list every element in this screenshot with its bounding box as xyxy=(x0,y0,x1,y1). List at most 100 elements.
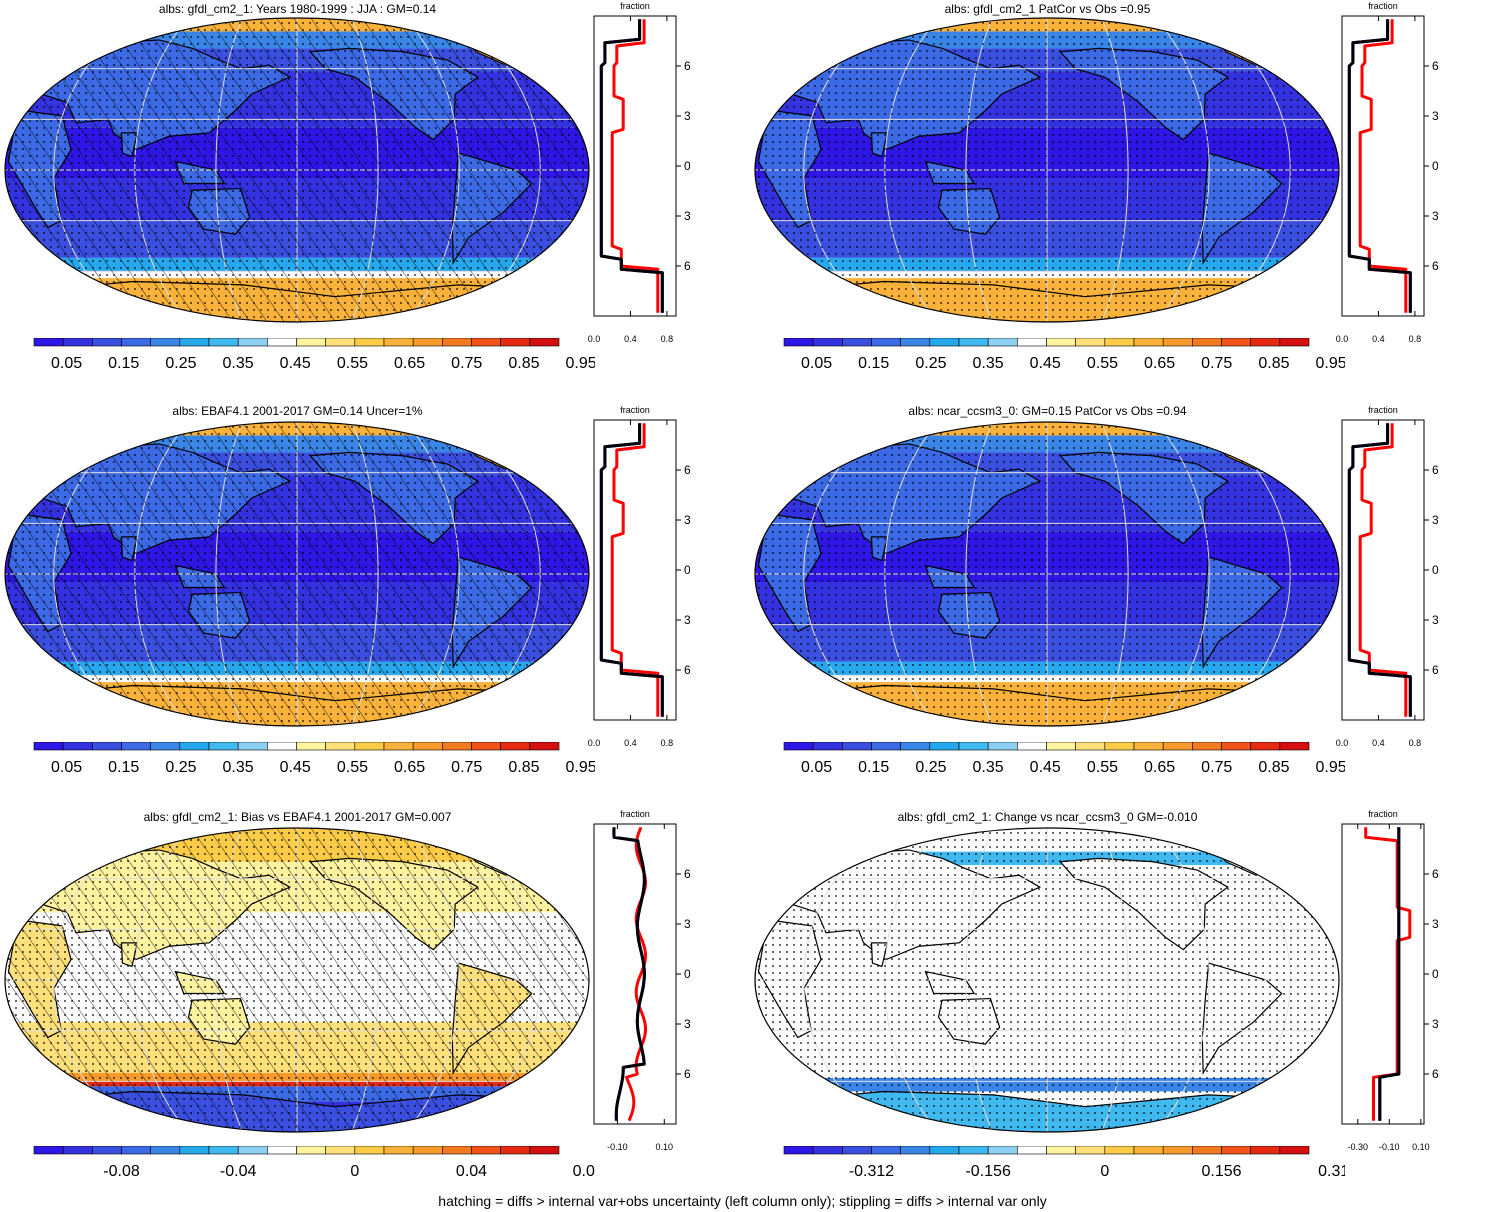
colorbar: 0.05 0.15 0.25 0.35 0.45 0.55 0.65 0.75 0.85 0.95… xyxy=(33,742,595,776)
colorbar-swatch xyxy=(812,742,843,751)
profile-line xyxy=(599,423,664,717)
colorbar-swatch xyxy=(150,742,181,751)
colorbar-swatch xyxy=(179,338,210,347)
colorbar-swatch xyxy=(1221,338,1251,347)
zonal-profile-panel: fraction 60N 30N 0 30S 60S 0.0 0.4 0.8 xyxy=(588,405,690,748)
colorbar-label: 0.65 xyxy=(1144,355,1175,372)
colorbar-label: 0.95 xyxy=(1316,759,1345,776)
colorbar-label: 0.312 xyxy=(1318,1163,1345,1180)
colorbar-label: 0.35 xyxy=(223,759,254,776)
colorbar-label: 0.45 xyxy=(280,355,311,372)
profile-line xyxy=(1358,423,1408,717)
colorbar-label: 0.95 xyxy=(1316,355,1345,372)
colorbar-swatch xyxy=(62,742,93,751)
colorbar-label: 0.85 xyxy=(508,355,539,372)
lat-tick-label: 30N xyxy=(1432,109,1438,123)
colorbar-label: 0.75 xyxy=(1201,355,1232,372)
colorbar-label: 0.55 xyxy=(337,759,368,776)
colorbar-swatch xyxy=(783,1146,814,1155)
colorbar-swatch xyxy=(92,338,122,347)
lat-tick-label: 60N xyxy=(684,867,690,881)
x-tick-label: 0.4 xyxy=(1372,334,1385,344)
colorbar-swatch xyxy=(1104,338,1135,347)
colorbar-label: 0.85 xyxy=(1258,355,1289,372)
colorbar: -0.312 -0.156 0 0.156 0.312 xyxy=(783,1146,1345,1180)
lat-tick-label: 60S xyxy=(1432,259,1438,273)
colorbar-label: 0.65 xyxy=(1144,759,1175,776)
colorbar-swatch xyxy=(325,1146,356,1155)
colorbar-swatch xyxy=(842,742,872,751)
colorbar-swatch xyxy=(1017,1146,1047,1155)
panel-title: albs: ncar_ccsm3_0: GM=0.15 PatCor vs Ob… xyxy=(908,404,1187,418)
x-tick-label: 0.8 xyxy=(1409,334,1422,344)
lat-tick-label: 60N xyxy=(684,463,690,477)
colorbar-swatch xyxy=(354,1146,385,1155)
colorbar-swatch xyxy=(1104,742,1135,751)
colorbar-swatch xyxy=(1250,1146,1281,1155)
x-tick-label: 0.4 xyxy=(624,738,637,748)
colorbar-swatch xyxy=(929,742,960,751)
colorbar-swatch xyxy=(179,1146,210,1155)
colorbar-swatch xyxy=(383,742,414,751)
colorbar-swatch xyxy=(929,338,960,347)
profile-title: fraction xyxy=(1368,1,1398,11)
colorbar-swatch xyxy=(900,1146,931,1155)
x-tick-label: -0.10 xyxy=(1379,1142,1400,1152)
map-panel xyxy=(4,17,590,323)
colorbar-label: 0.25 xyxy=(915,759,946,776)
lat-tick-label: 30S xyxy=(1432,209,1438,223)
colorbar-swatch xyxy=(529,742,560,751)
profile-line xyxy=(1364,827,1412,1121)
colorbar-label: 0.15 xyxy=(858,355,889,372)
x-tick-label: 0.4 xyxy=(624,334,637,344)
colorbar-swatch xyxy=(354,742,385,751)
lat-tick-label: 60S xyxy=(1432,663,1438,677)
colorbar-swatch xyxy=(383,1146,414,1155)
colorbar-swatch xyxy=(1279,742,1310,751)
colorbar-swatch xyxy=(529,338,560,347)
lat-tick-label: 30S xyxy=(1432,1017,1438,1031)
colorbar-swatch xyxy=(529,1146,560,1155)
colorbar-swatch xyxy=(33,1146,64,1155)
colorbar-swatch xyxy=(267,1146,297,1155)
lat-tick-label: 60N xyxy=(1432,867,1438,881)
colorbar-swatch xyxy=(208,742,239,751)
colorbar-swatch xyxy=(900,338,931,347)
colorbar-label: 0.75 xyxy=(451,759,482,776)
colorbar-swatch xyxy=(1075,742,1106,751)
map-panel xyxy=(4,421,590,727)
colorbar-swatch xyxy=(150,338,181,347)
colorbar-swatch xyxy=(1162,1146,1193,1155)
colorbar-swatch xyxy=(1133,742,1164,751)
colorbar-label: -0.312 xyxy=(849,1163,894,1180)
colorbar-label: 0.35 xyxy=(973,759,1004,776)
colorbar-swatch xyxy=(92,742,122,751)
zonal-profile-panel: fraction 60N 30N 0 30S 60S 0.0 0.4 0.8 xyxy=(588,1,690,344)
colorbar-label: 0.25 xyxy=(915,355,946,372)
lat-tick-label: 30S xyxy=(1432,613,1438,627)
colorbar-swatch xyxy=(1279,338,1310,347)
lat-tick-label: 30N xyxy=(684,109,690,123)
zonal-profile-panel: fraction 60N 30N 0 30S 60S -0.10 0.10 xyxy=(593,809,690,1152)
colorbar-swatch xyxy=(1017,742,1047,751)
lat-tick-label: 60S xyxy=(684,259,690,273)
colorbar-label: 0.05 xyxy=(801,355,832,372)
colorbar-swatch xyxy=(1192,1146,1222,1155)
colorbar-label: 0.05 xyxy=(51,355,82,372)
colorbar-swatch xyxy=(1017,338,1047,347)
colorbar-swatch xyxy=(471,1146,501,1155)
colorbar-label: 0.05 xyxy=(801,759,832,776)
colorbar-label: 0.156 xyxy=(1201,1163,1241,1180)
colorbar-swatch xyxy=(121,1146,151,1155)
lat-tick-label: 0 xyxy=(684,967,690,981)
panel-title: albs: gfdl_cm2_1 PatCor vs Obs =0.95 xyxy=(944,2,1151,16)
lat-tick-label: 60S xyxy=(684,663,690,677)
colorbar-swatch xyxy=(842,338,872,347)
profile-line xyxy=(1347,19,1412,313)
colorbar-swatch xyxy=(1162,742,1193,751)
colorbar-swatch xyxy=(412,1146,443,1155)
colorbar-swatch xyxy=(121,742,151,751)
colorbar-swatch xyxy=(987,338,1018,347)
colorbar-swatch xyxy=(1192,338,1222,347)
map-panel xyxy=(754,421,1340,727)
